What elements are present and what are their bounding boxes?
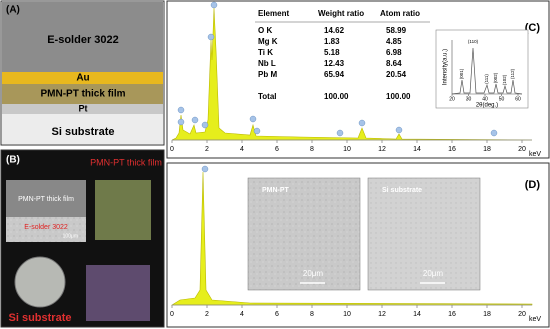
- panel-b: (B) PMN-PT thick film E-solder 3022 100μ…: [0, 149, 165, 328]
- x-tick-label: 14: [413, 146, 421, 153]
- panel-label: (B): [6, 155, 20, 166]
- image-label: PMN-PT: [262, 187, 290, 194]
- x-tick-label: 4: [240, 146, 244, 153]
- xrd-peak-label: (002): [493, 72, 498, 83]
- xrd-peak-label: (112): [510, 68, 515, 79]
- scale-label: 20μm: [423, 269, 444, 278]
- x-tick-label: 20: [518, 311, 526, 318]
- xrd-x-label: 2θ(deg.): [476, 103, 498, 109]
- table-cell: 58.99: [386, 26, 407, 35]
- inset-label: PMN-PT thick film: [18, 196, 74, 203]
- xrd-peak-label: (111): [484, 74, 489, 84]
- table-cell: 1.83: [324, 37, 340, 46]
- layer-label: Au: [76, 73, 89, 84]
- x-tick-label: 2: [205, 146, 209, 153]
- x-unit: keV: [529, 316, 541, 323]
- panel-d: PMN-PT Si substrate 20μm 20μm (D): [166, 162, 550, 328]
- xrd-tick-label: 30: [466, 96, 472, 102]
- layer-au: [2, 72, 163, 84]
- xrd-peak-label: (102): [502, 74, 507, 85]
- sem-image: [367, 177, 481, 291]
- table-cell: Ti K: [258, 48, 273, 57]
- x-tick-label: 6: [275, 311, 279, 318]
- xrd-peak-label: (001): [459, 68, 464, 79]
- x-tick-label: 2: [205, 311, 209, 318]
- xrd-y-label: Intensity(a.u.): [443, 49, 449, 85]
- table-header: Atom ratio: [380, 9, 420, 18]
- x-tick-label: 14: [413, 311, 421, 318]
- table-cell: 5.18: [324, 48, 340, 57]
- panel-label: (A): [6, 5, 20, 16]
- xrd-inset: [435, 29, 529, 109]
- photo-label: PMN-PT thick film: [90, 157, 162, 167]
- x-tick-label: 18: [483, 311, 491, 318]
- xrd-tick-label: 40: [482, 96, 488, 102]
- layer-label: PMN-PT thick film: [40, 89, 125, 100]
- table-cell: 12.43: [324, 59, 345, 68]
- panel-label: (D): [525, 179, 541, 191]
- x-tick-label: 16: [448, 146, 456, 153]
- x-tick-label: 10: [343, 146, 351, 153]
- x-tick-label: 0: [170, 146, 174, 153]
- sem-image: [247, 177, 361, 291]
- x-tick-label: 8: [310, 311, 314, 318]
- x-tick-label: 10: [343, 311, 351, 318]
- layer-pmn: [2, 84, 163, 104]
- x-tick-label: 6: [275, 146, 279, 153]
- layer-si: [2, 114, 163, 144]
- coin: [14, 256, 66, 308]
- peak-marker: [201, 165, 209, 173]
- table-header: Element: [258, 9, 289, 18]
- panel-label: (C): [525, 22, 541, 34]
- sem-solder: [6, 217, 86, 242]
- table-header: Weight ratio: [318, 9, 364, 18]
- table-cell: 4.85: [386, 37, 402, 46]
- xrd-tick-label: 60: [515, 96, 521, 102]
- x-tick-label: 8: [310, 146, 314, 153]
- table-cell: 14.62: [324, 26, 345, 35]
- xrd-tick-label: 20: [449, 96, 455, 102]
- table-cell: Total: [258, 92, 277, 101]
- table-cell: 6.98: [386, 48, 402, 57]
- spectrum: [170, 171, 533, 306]
- image-label: Si substrate: [382, 187, 422, 194]
- table-cell: 65.94: [324, 70, 345, 79]
- layer-label: Pt: [79, 103, 88, 113]
- x-tick-label: 4: [240, 311, 244, 318]
- layer-solder: [2, 2, 163, 72]
- layer-pt: [2, 104, 163, 114]
- layer-label: Si substrate: [52, 126, 115, 138]
- x-tick-label: 0: [170, 311, 174, 318]
- spectrum: [171, 7, 533, 141]
- x-tick-label: 16: [448, 311, 456, 318]
- table-cell: Pb M: [258, 70, 277, 79]
- scale-label: 20μm: [303, 269, 324, 278]
- inset-label: E-solder 3022: [24, 224, 68, 231]
- xrd-peak-label: (110): [468, 39, 479, 44]
- table-cell: Nb L: [258, 59, 276, 68]
- photo-label: Si substrate: [9, 312, 72, 324]
- table-cell: Mg K: [258, 37, 278, 46]
- x-unit: keV: [529, 151, 541, 158]
- panel-c: (C) Element Weight ratio Atom ratio O K 14.6…: [166, 0, 550, 159]
- table-cell: 8.64: [386, 59, 402, 68]
- x-tick-label: 18: [483, 146, 491, 153]
- x-tick-label: 20: [518, 146, 526, 153]
- data-table: Element Weight ratio Atom ratio O K 14.62 58.…: [255, 9, 430, 101]
- panel-a: (A) E-solder 3022 Au PMN-PT thick film P…: [0, 0, 165, 146]
- x-tick-label: 12: [378, 311, 386, 318]
- table-cell: 100.00: [386, 92, 411, 101]
- table-cell: 100.00: [324, 92, 349, 101]
- xrd-tick-label: 50: [499, 96, 505, 102]
- peak-markers: [177, 1, 498, 137]
- layer-label: E-solder 3022: [47, 34, 119, 46]
- film-photo: [95, 180, 151, 240]
- substrate-photo: [86, 265, 150, 321]
- table-cell: O K: [258, 26, 272, 35]
- scale-bar: 100μm: [63, 233, 78, 239]
- x-tick-label: 12: [378, 146, 386, 153]
- table-cell: 20.54: [386, 70, 407, 79]
